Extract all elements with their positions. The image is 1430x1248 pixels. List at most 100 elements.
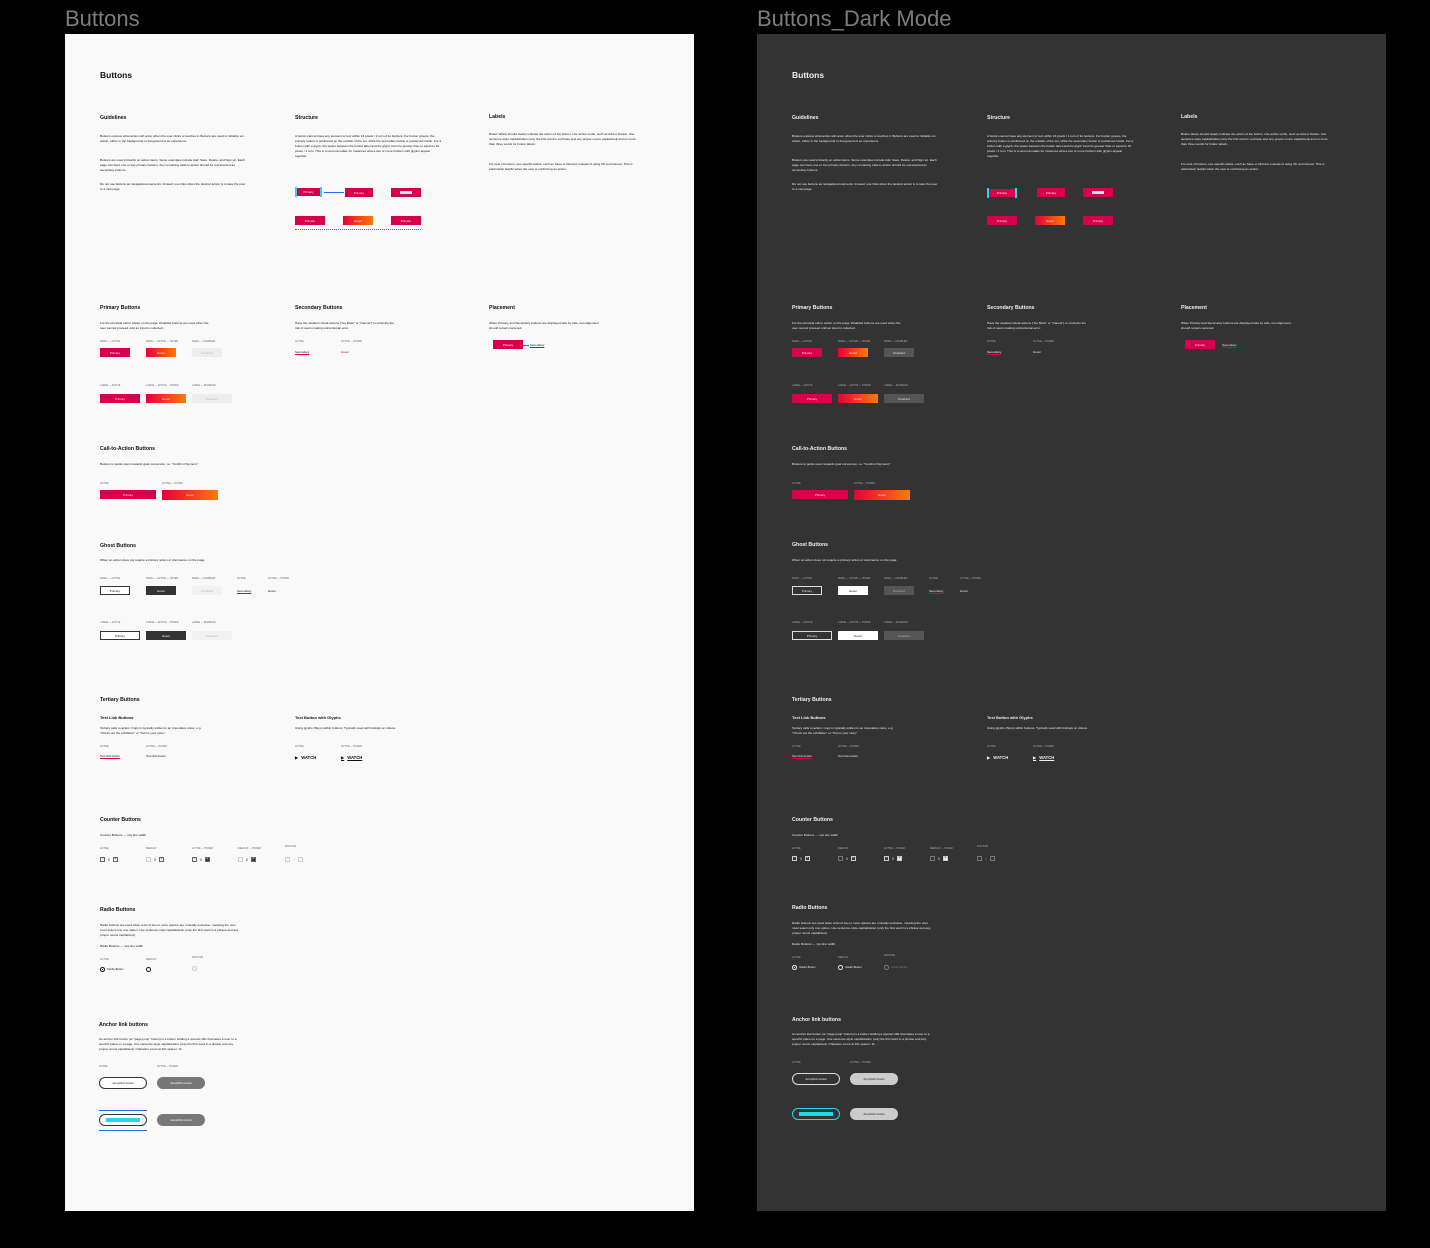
structure-primary-button[interactable]: Primary [987,216,1017,225]
minus-button[interactable] [146,857,151,862]
radio-active[interactable]: Radio Button [100,967,124,972]
structure-primary-button-glyph[interactable] [391,188,421,197]
counter-default-hover[interactable]: 0 + [238,857,256,862]
ghost-large-disabled-button[interactable]: Disabled [884,631,924,640]
plus-button[interactable] [989,856,995,861]
ghost-small-hover-button[interactable]: Hover [838,586,868,595]
counter-active-hover[interactable]: −0 + [192,857,210,862]
structure-primary-button[interactable]: Primary [345,188,373,197]
counter-default[interactable]: 0 + [838,856,856,861]
ghost-secondary-active-link[interactable]: Secondary [929,589,944,593]
counter-inactive[interactable]: 0 [285,857,303,862]
counter-active[interactable]: −0 + [100,857,118,862]
primary-large-hover-button[interactable]: Hover [146,394,186,403]
primary-small-active-button[interactable]: Primary [100,348,130,357]
primary-large-active-button[interactable]: Primary [100,394,140,403]
ghost-large-hover-button[interactable]: Hover [146,631,186,640]
secondary-hover-button[interactable]: Hover [341,350,350,354]
secondary-hover-button[interactable]: Hover [1033,350,1042,354]
ghost-small-hover-button[interactable]: Hover [146,586,176,595]
ghost-small-active-button[interactable]: Primary [100,586,130,595]
ghost-large-active-button[interactable]: Primary [792,631,832,640]
anchor-active-button[interactable]: Jump/link button [792,1073,840,1085]
ghost-small-disabled-button[interactable]: Disabled [884,586,914,595]
structure-hover-button[interactable]: Hover [343,216,373,225]
text-link-hover-button[interactable]: Text link button [146,754,167,758]
cta-hover-button[interactable]: Hover [854,490,910,500]
secondary-active-button[interactable]: Secondary [295,350,310,354]
primary-large-disabled-button[interactable]: Disabled [192,394,232,403]
structure-primary-button[interactable]: Primary [391,216,421,225]
minus-button[interactable]: − [884,855,889,861]
ghost-secondary-hover-link[interactable]: Hover [960,589,969,593]
anchor-hover-spec-button[interactable]: Jump/link button [850,1108,898,1120]
anchor-hover-button[interactable]: Jump/link button [850,1073,898,1085]
primary-small-active-button[interactable]: Primary [792,348,822,357]
watch-hover-button[interactable]: ▶ WATCH [341,755,363,760]
minus-button[interactable] [285,857,290,862]
radio-default[interactable]: Radio Button [838,965,862,970]
minus-button[interactable] [238,857,243,862]
minus-button[interactable]: − [192,856,197,862]
cta-active-button[interactable]: Primary [100,490,156,499]
plus-button[interactable]: + [250,856,256,862]
ghost-large-hover-button[interactable]: Hover [838,631,878,640]
structure-primary-button[interactable]: Primary [989,189,1015,197]
primary-small-hover-button[interactable]: Hover [838,348,868,357]
anchor-hover-button[interactable]: Jump/link button [157,1077,205,1089]
plus-button[interactable]: + [204,856,210,862]
cta-active-button[interactable]: Primary [792,490,848,499]
minus-button[interactable] [838,856,843,861]
plus-button[interactable]: + [896,855,902,861]
ghost-large-disabled-button[interactable]: Disabled [192,631,232,640]
counter-active[interactable]: −0 + [792,856,810,861]
radio-default[interactable] [146,967,151,972]
structure-primary-button[interactable]: Primary [297,188,320,196]
text-link-active-button[interactable]: Text link button [792,754,813,758]
placement-secondary-button[interactable]: Secondary [530,343,545,347]
ghost-large-active-button[interactable]: Primary [100,631,140,640]
placement-primary-button[interactable]: Primary [1185,340,1215,349]
radio-inactive[interactable]: Radio Button [884,965,908,970]
text-link-active-button[interactable]: Text link button [100,754,121,758]
text-link-hover-button[interactable]: Text link button [838,754,859,758]
placement-primary-button[interactable]: Primary [493,340,523,349]
minus-button[interactable] [977,856,982,861]
plus-button[interactable]: + [804,855,810,861]
ghost-small-active-button[interactable]: Primary [792,586,822,595]
primary-large-hover-button[interactable]: Hover [838,394,878,403]
plus-button[interactable]: + [850,855,856,861]
ghost-secondary-active-link[interactable]: Secondary [237,589,252,593]
primary-large-active-button[interactable]: Primary [792,394,832,403]
primary-large-disabled-button[interactable]: Disabled [884,394,924,403]
cta-hover-button[interactable]: Hover [162,490,218,500]
structure-primary-button[interactable]: Primary [295,216,325,225]
minus-button[interactable] [930,856,935,861]
anchor-hover-spec-button[interactable]: Jump/link button [157,1114,205,1126]
minus-button[interactable]: − [792,855,797,861]
structure-primary-button-glyph[interactable] [1083,188,1113,197]
primary-small-disabled-button[interactable]: Disabled [192,348,222,357]
ghost-small-disabled-button[interactable]: Disabled [192,586,222,595]
structure-hover-button[interactable]: Hover [1035,216,1065,225]
watch-hover-button[interactable]: ▶ WATCH [1033,755,1055,760]
structure-primary-button[interactable]: Primary [1037,188,1065,197]
anchor-active-button[interactable]: Jump/link button [99,1077,147,1089]
primary-small-disabled-button[interactable]: Disabled [884,348,914,357]
secondary-active-button[interactable]: Secondary [987,350,1002,354]
watch-active-button[interactable]: ▶ WATCH [987,755,1009,760]
counter-default-hover[interactable]: 0 + [930,856,948,861]
structure-primary-button[interactable]: Primary [1083,216,1113,225]
primary-small-hover-button[interactable]: Hover [146,348,176,357]
watch-active-button[interactable]: ▶ WATCH [295,755,317,760]
radio-active[interactable]: Radio Button [792,965,816,970]
plus-button[interactable]: + [942,855,948,861]
plus-button[interactable] [297,857,303,862]
counter-default[interactable]: 0 + [146,857,164,862]
placement-secondary-button[interactable]: Secondary [1222,343,1237,347]
ghost-secondary-hover-link[interactable]: Hover [268,589,277,593]
plus-button[interactable]: + [112,856,118,862]
minus-button[interactable]: − [100,856,105,862]
counter-active-hover[interactable]: −0 + [884,856,902,861]
counter-inactive[interactable]: 0 [977,856,995,861]
